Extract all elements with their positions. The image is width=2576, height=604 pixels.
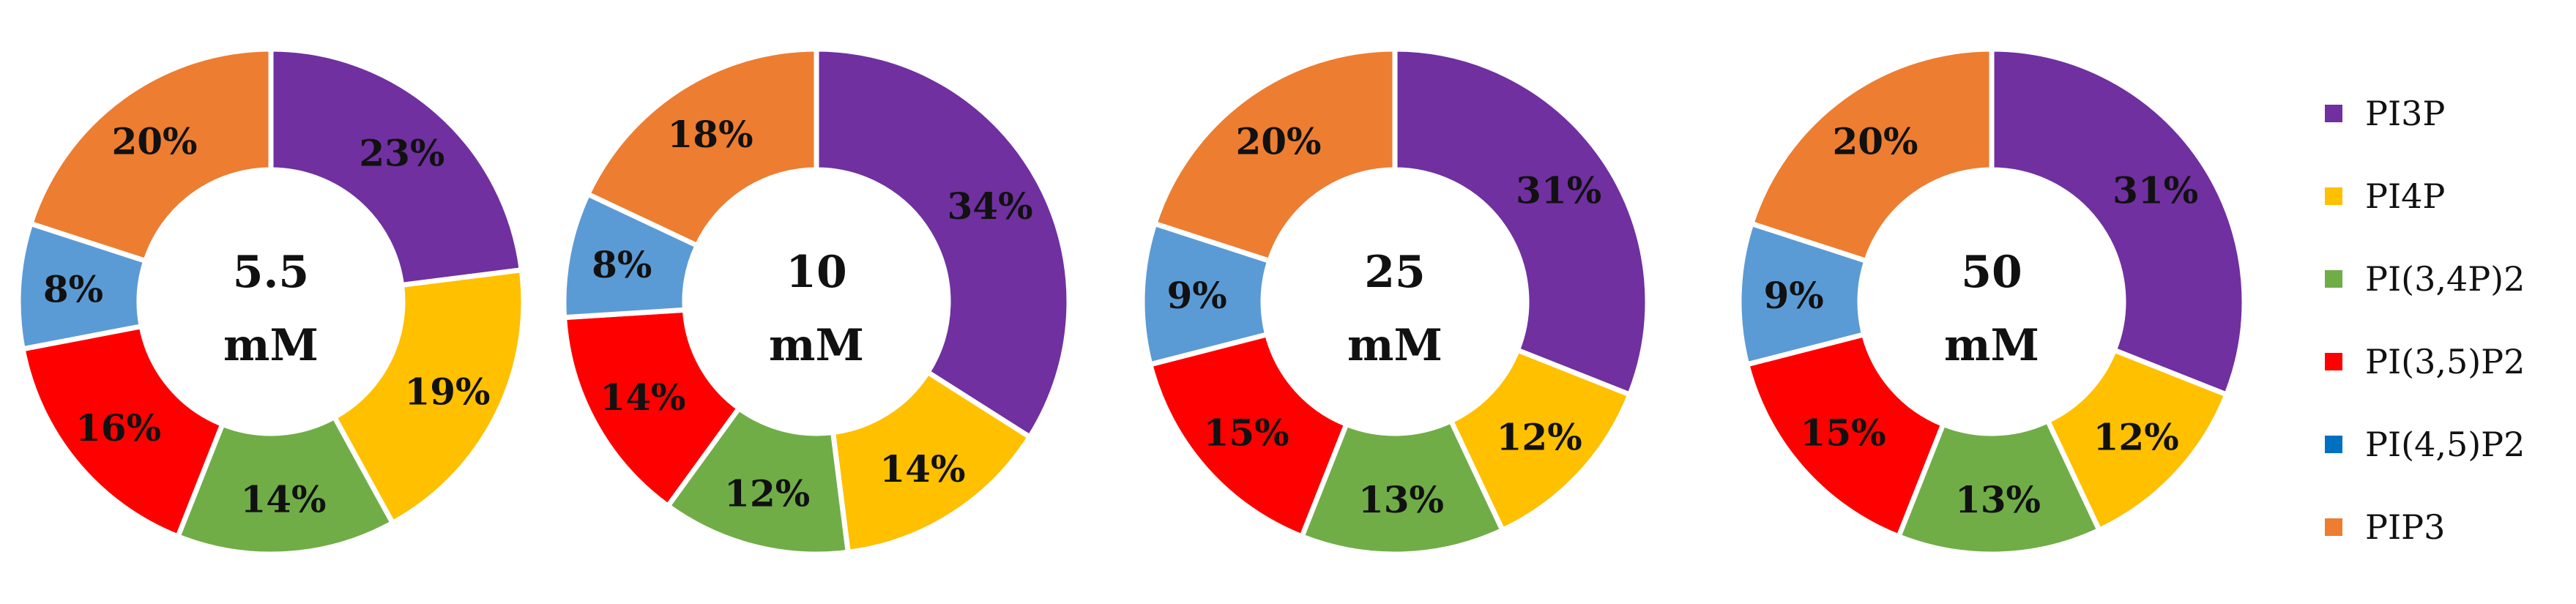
legend-item: PI4P [2325,176,2445,216]
legend-label: PI(3,4P)2 [2365,259,2525,299]
legend-swatch [2325,436,2342,453]
donut-slice-PI(3,5)P2 [20,324,226,540]
donut-chart-3: 31% 12% 13% 15% 9% 20% 25 mM [1139,46,1650,557]
donut-slice-PI(3,5)P2 [1147,332,1350,540]
legend-swatch [2325,353,2342,370]
center-unit-label: mM [1347,320,1443,371]
slice-data-label: 14% [879,447,965,491]
slice-data-label: 12% [2093,416,2179,459]
slice-data-label: 16% [75,406,161,450]
legend-item: PI(4,5)P2 [2325,425,2525,464]
legend: PI3P PI4P PI(3,4P)2 PI(3,5)P2 PI(4,5)P2 PIP3 [2325,94,2525,547]
center-value-label: 50 [1961,247,2022,298]
center-value-label: 5.5 [233,247,309,298]
slice-data-label: 14% [600,376,685,419]
slice-data-label: 23% [359,132,444,175]
slice-data-label: 13% [1358,478,1444,521]
donut-slice-PI(3,4P)2 [175,414,395,557]
slice-data-label: 8% [592,243,652,286]
slice-data-label: 14% [240,477,326,521]
slice-data-label: 20% [111,120,197,163]
donut-slice-PI(3,4P)2 [1896,418,2102,557]
slice-data-label: 12% [1497,416,1582,459]
donut-slice-PI4P [332,267,526,526]
legend-swatch [2325,270,2342,288]
slice-data-label: 9% [1763,274,1823,317]
slice-data-label: 12% [724,472,810,515]
legend-label: PI(3,5)P2 [2365,342,2525,381]
donut-slice-PI(3,5)P2 [562,307,742,509]
slice-data-label: 18% [668,113,753,156]
donut-charts: 23% 19% 14% 16% 8% 20% 5.5 mM 34% 14% 12% 14% 8% 18% 1… [15,46,2247,557]
slice-data-label: 34% [947,184,1032,228]
center-unit-label: mM [223,320,319,371]
donut-slice-PI3P [1392,46,1650,398]
center-unit-label: mM [1944,320,2039,371]
legend-item: PI(3,4P)2 [2325,259,2525,299]
center-value-label: 10 [786,247,847,298]
donut-slice-PIP3 [585,46,819,248]
donut-slice-PIP3 [28,46,274,264]
donut-chart-1: 23% 19% 14% 16% 8% 20% 5.5 mM [15,46,526,557]
donut-chart-2: 34% 14% 12% 14% 8% 18% 10 mM [561,46,1072,557]
donut-slice-PI(3,5)P2 [1744,332,1946,540]
donut-slice-PI3P [814,46,1072,440]
donut-slice-PI(3,4P)2 [1299,418,1505,557]
legend-label: PIP3 [2365,507,2445,547]
donut-chart-4: 31% 12% 13% 15% 9% 20% 50 mM [1736,46,2247,557]
legend-item: PI3P [2325,94,2445,133]
slice-data-label: 31% [1516,168,1601,212]
legend-label: PI4P [2365,176,2445,216]
donut-slice-PIP3 [1749,46,1995,264]
slice-data-label: 15% [1801,411,1886,454]
slice-data-label: 8% [43,268,103,311]
legend-swatch [2325,187,2342,205]
legend-item: PI(3,5)P2 [2325,342,2525,381]
slice-data-label: 20% [1832,120,1918,163]
slice-data-label: 13% [1955,478,2041,521]
legend-swatch [2325,105,2342,122]
donut-slice-PI4P [830,369,1032,555]
legend-label: PI(4,5)P2 [2365,425,2525,464]
center-unit-label: mM [769,320,864,371]
donut-slice-PI3P [268,46,524,288]
legend-item: PIP3 [2325,507,2445,547]
slice-data-label: 19% [404,370,490,413]
legend-label: PI3P [2365,94,2445,133]
slice-data-label: 31% [2112,168,2198,212]
donut-slice-PI3P [1989,46,2247,398]
center-value-label: 25 [1364,247,1426,298]
legend-swatch [2325,518,2342,536]
donut-slice-PIP3 [1152,46,1398,264]
slice-data-label: 9% [1166,274,1226,317]
slice-data-label: 20% [1235,120,1321,163]
slice-data-label: 15% [1204,411,1289,454]
